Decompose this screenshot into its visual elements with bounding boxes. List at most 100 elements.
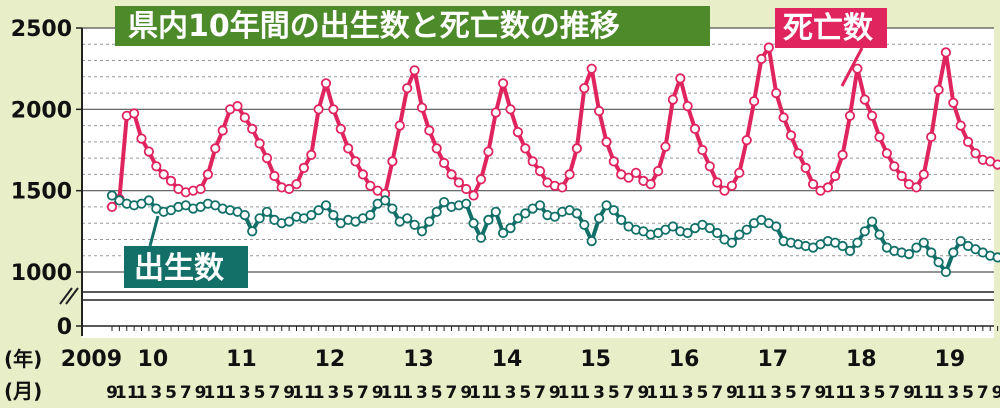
data-point-births [438, 197, 450, 208]
data-point-deaths [822, 182, 834, 193]
data-point-births [874, 229, 885, 240]
data-point-deaths [571, 143, 583, 154]
data-point-deaths [748, 96, 760, 107]
month-tick-label: 3 [239, 383, 251, 403]
data-point-births [387, 203, 398, 214]
data-point-births [866, 216, 878, 227]
data-point-deaths [741, 135, 752, 146]
data-point-deaths [106, 201, 118, 212]
month-tick-label: 11 [469, 383, 493, 403]
year-tick-label: 10 [138, 347, 169, 372]
data-point-deaths [807, 179, 819, 190]
data-point-deaths [763, 42, 774, 53]
legend-births-box [124, 246, 248, 288]
month-tick-label: 9 [549, 383, 561, 403]
legend-deaths-label: 死亡数 [783, 11, 874, 46]
month-tick-label: 1 [756, 383, 768, 403]
month-tick-label: 3 [593, 383, 605, 403]
data-point-deaths [682, 101, 693, 112]
year-axis-title: (年) [4, 347, 42, 371]
data-point-births [320, 200, 332, 211]
data-point-births [520, 208, 531, 219]
data-point-deaths [859, 94, 870, 105]
data-point-births [911, 242, 922, 253]
data-point-births [475, 232, 487, 243]
data-point-deaths [232, 101, 243, 112]
chart-title: 県内10年間の出生数と死亡数の推移 [128, 9, 620, 44]
data-point-deaths [468, 190, 479, 201]
month-tick-label: 1 [224, 383, 236, 403]
month-tick-label: 5 [874, 383, 886, 403]
data-point-deaths [534, 166, 546, 177]
month-tick-label: 5 [431, 383, 443, 403]
month-tick-label: 5 [608, 383, 620, 403]
data-point-deaths [608, 156, 619, 167]
data-point-deaths [992, 159, 1000, 170]
data-point-births [416, 226, 428, 237]
data-point-deaths [778, 112, 789, 123]
month-tick-label: 7 [446, 383, 458, 403]
month-tick-label: 5 [165, 383, 177, 403]
data-point-deaths [726, 180, 738, 191]
data-point-deaths [940, 47, 952, 58]
data-point-births [726, 237, 738, 248]
data-point-deaths [291, 179, 302, 190]
month-tick-label: 1 [844, 383, 856, 403]
data-point-deaths [129, 108, 140, 119]
data-point-births [837, 240, 848, 252]
data-point-deaths [416, 102, 428, 113]
month-tick-label: 9 [283, 383, 295, 403]
month-tick-label: 5 [785, 383, 797, 403]
legend-births-label: 出生数 [134, 251, 225, 286]
data-point-births [497, 227, 509, 239]
data-point-deaths [719, 185, 730, 196]
month-tick-label: 9 [637, 383, 649, 403]
month-tick-label: 9 [815, 383, 827, 403]
data-point-births [926, 247, 937, 258]
data-point-deaths [948, 97, 959, 108]
data-point-deaths [424, 125, 435, 136]
month-tick-label: 1 [136, 383, 148, 403]
data-point-deaths [896, 170, 907, 182]
data-point-deaths [962, 136, 974, 147]
data-point-deaths [239, 112, 250, 123]
data-point-births [667, 221, 679, 232]
data-point-births [431, 206, 442, 217]
data-point-births [852, 237, 863, 248]
y-tick-label: 1000 [11, 261, 72, 286]
month-tick-label: 7 [268, 383, 280, 403]
data-point-deaths [497, 78, 509, 89]
data-point-deaths [461, 183, 472, 195]
data-point-births [741, 224, 752, 235]
month-tick-label: 11 [115, 383, 139, 403]
data-point-deaths [357, 169, 368, 180]
month-tick-label: 5 [962, 383, 974, 403]
data-point-births [239, 210, 250, 221]
data-point-births [306, 210, 317, 221]
month-tick-label: 9 [106, 383, 118, 403]
month-tick-label: 3 [947, 383, 959, 403]
month-tick-label: 7 [534, 383, 546, 403]
data-point-deaths [254, 138, 265, 149]
month-tick-label: 1 [667, 383, 679, 403]
data-point-deaths [313, 104, 324, 115]
month-tick-label: 5 [519, 383, 531, 403]
data-point-deaths [712, 177, 723, 188]
month-tick-label: 11 [646, 383, 670, 403]
data-point-births [682, 227, 693, 239]
month-tick-label: 9 [372, 383, 384, 403]
year-tick-label: 13 [403, 347, 434, 372]
data-point-births [409, 219, 420, 230]
data-point-deaths [365, 180, 376, 191]
month-tick-label: 1 [490, 383, 502, 403]
data-point-deaths [151, 161, 162, 172]
data-point-deaths [918, 169, 929, 180]
month-tick-label: 7 [800, 383, 812, 403]
data-point-deaths [697, 144, 708, 156]
data-point-births [534, 200, 546, 211]
data-point-deaths [143, 146, 154, 157]
data-point-births [933, 257, 944, 268]
legend-deaths-leader [840, 47, 864, 87]
data-point-deaths [881, 148, 893, 159]
data-point-births [549, 211, 560, 222]
